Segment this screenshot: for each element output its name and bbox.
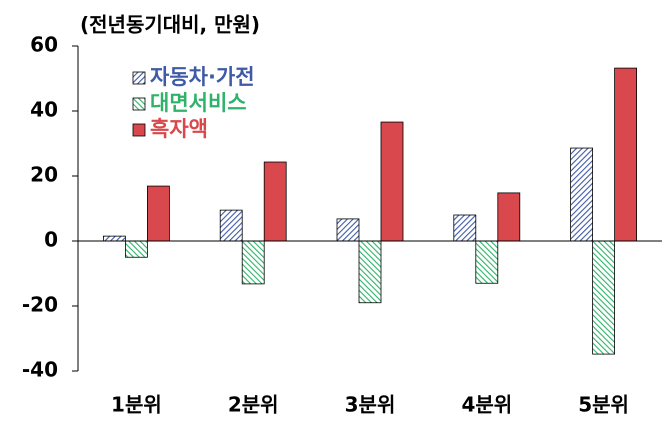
x-tick-label: 4분위 — [461, 393, 512, 417]
y-tick-label: -40 — [22, 358, 58, 382]
y-tick-label: 0 — [44, 228, 58, 252]
bar — [497, 192, 521, 242]
bar — [263, 161, 287, 242]
bar — [380, 121, 404, 242]
bar — [125, 240, 148, 258]
x-tick-label: 3분위 — [345, 393, 396, 417]
bar — [592, 240, 615, 355]
x-tick-label: 1분위 — [111, 393, 162, 417]
y-tick-label: 40 — [30, 98, 58, 122]
bar — [241, 240, 265, 285]
bar — [219, 209, 243, 242]
bar — [614, 67, 637, 242]
y-tick-label: 20 — [30, 163, 58, 187]
x-tick-label: 5분위 — [578, 393, 629, 417]
y-tick-label: -20 — [22, 293, 58, 317]
bar — [103, 235, 126, 242]
legend-swatch — [132, 97, 146, 111]
legend-label: 자동차·가전 — [150, 65, 255, 89]
bar — [570, 147, 593, 242]
bar — [453, 214, 477, 242]
bar — [475, 240, 499, 284]
y-tick-label: 60 — [30, 33, 58, 57]
chart-title: (전년동기대비, 만원) — [80, 13, 260, 37]
x-tick-label: 2분위 — [228, 393, 279, 417]
legend-label: 대면서비스 — [150, 91, 247, 115]
bar — [358, 240, 382, 304]
legend-swatch — [132, 71, 146, 85]
legend-label: 흑자액 — [150, 117, 208, 141]
legend-swatch — [132, 123, 146, 137]
bar — [336, 218, 360, 242]
bar — [146, 185, 170, 242]
